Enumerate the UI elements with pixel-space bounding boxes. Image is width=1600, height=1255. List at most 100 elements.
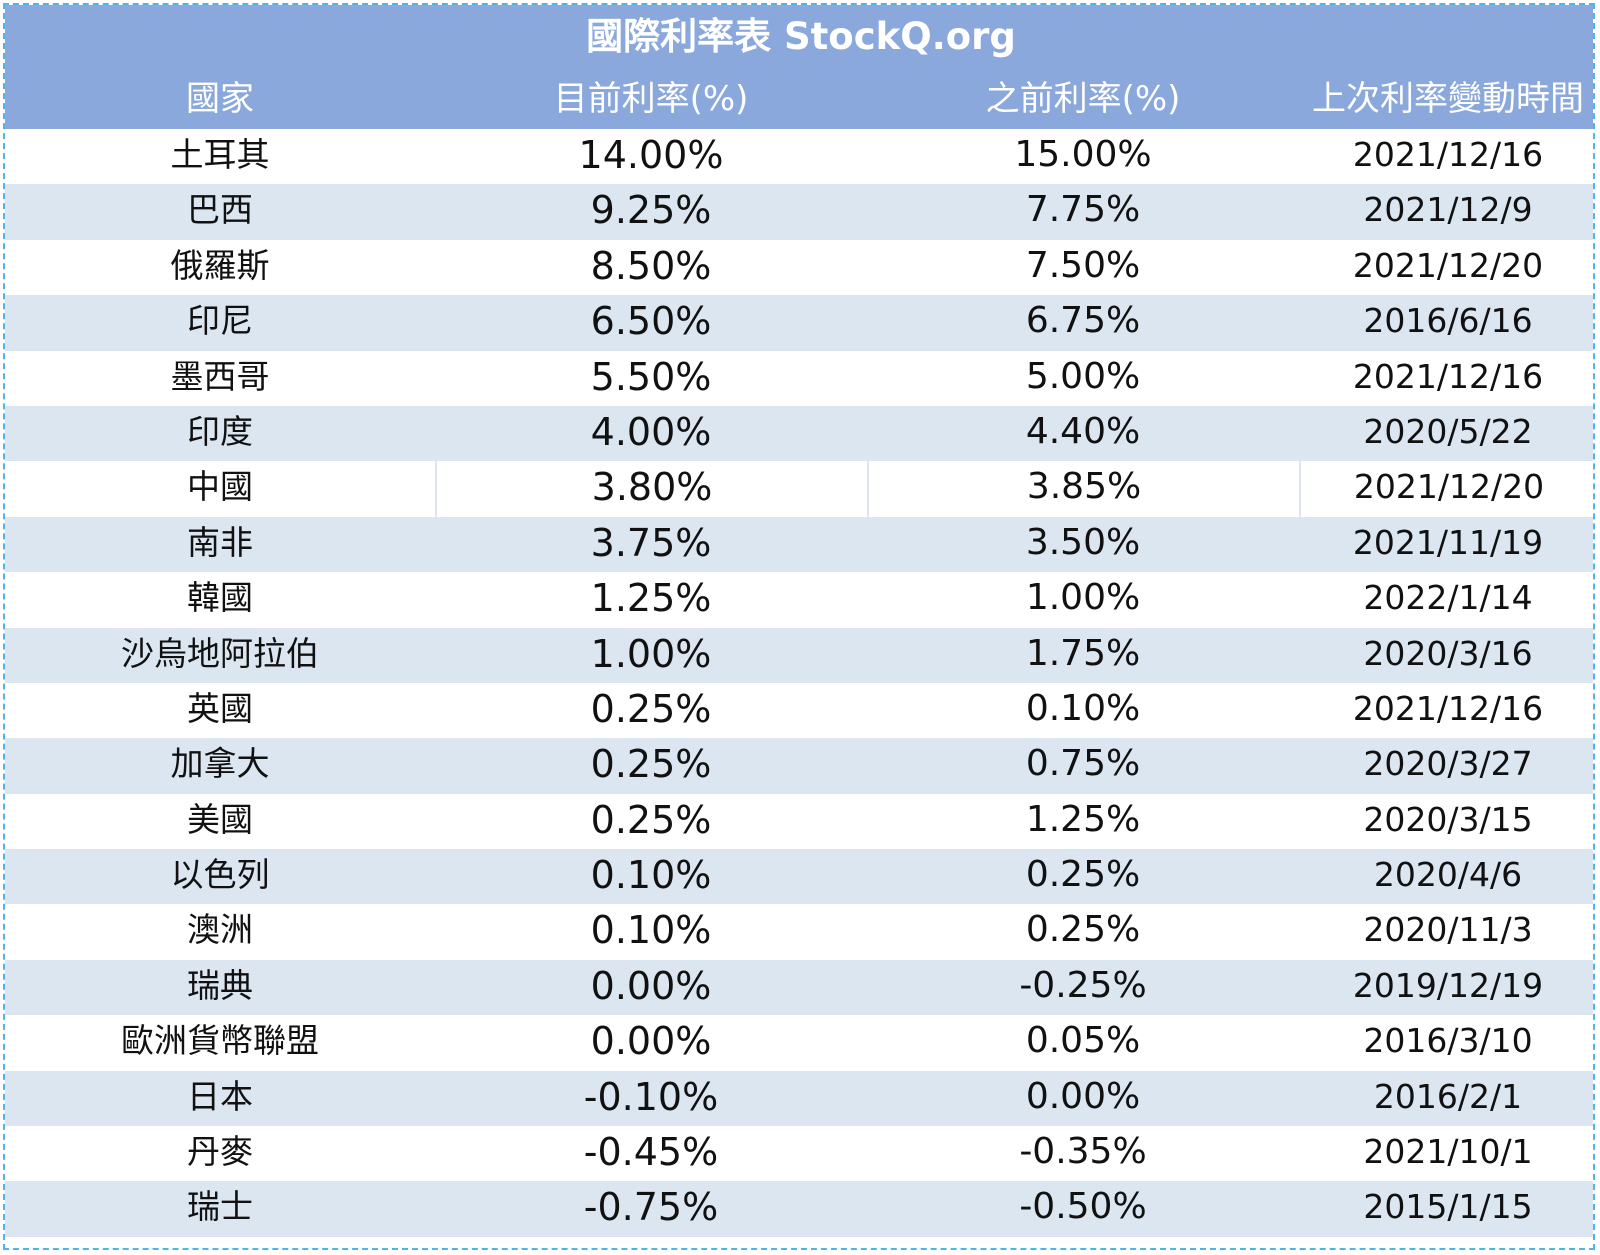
country-cell: 歐洲貨幣聯盟 — [121, 1021, 319, 1061]
last-change-date-cell: 2022/1/14 — [1363, 578, 1533, 618]
last-change-date-cell: 2015/1/15 — [1363, 1187, 1533, 1227]
country-cell: 墨西哥 — [170, 356, 270, 396]
current-rate-cell: 9.25% — [590, 188, 712, 233]
table-row: 丹麥 -0.45% -0.35% 2021/10/1 — [5, 1126, 1593, 1182]
table-body: 土耳其 14.00% 15.00% 2021/12/16 巴西 9.25% 7.… — [5, 129, 1593, 1237]
table-row: 澳洲 0.10% 0.25% 2020/11/3 — [5, 904, 1593, 960]
country-cell: 澳洲 — [187, 910, 253, 950]
table-title: 國際利率表 StockQ.org — [586, 15, 1016, 58]
current-rate-cell: 0.25% — [590, 742, 712, 787]
current-rate-cell: 5.50% — [590, 354, 712, 399]
column-header-country: 國家 — [186, 79, 254, 119]
previous-rate-cell: 0.75% — [1025, 743, 1141, 785]
last-change-date-cell: 2021/12/9 — [1363, 190, 1533, 230]
country-cell: 丹麥 — [187, 1132, 253, 1172]
current-rate-cell: 0.25% — [590, 686, 712, 731]
table-row: 加拿大 0.25% 0.75% 2020/3/27 — [5, 738, 1593, 794]
country-cell: 印度 — [187, 411, 253, 451]
table-row: 日本 -0.10% 0.00% 2016/2/1 — [5, 1070, 1593, 1127]
previous-rate-cell: 0.10% — [1025, 687, 1141, 729]
previous-rate-cell: 1.25% — [1025, 798, 1141, 840]
current-rate-cell: 0.10% — [590, 908, 712, 953]
country-cell: 美國 — [187, 799, 253, 839]
last-change-date-cell: 2019/12/19 — [1352, 965, 1544, 1005]
previous-rate-cell: 1.75% — [1025, 632, 1141, 674]
previous-rate-cell: 5.00% — [1025, 355, 1141, 397]
column-header-last-change-date: 上次利率變動時間 — [1312, 79, 1584, 119]
last-change-date-cell: 2021/12/16 — [1352, 135, 1544, 174]
table-row: 墨西哥 5.50% 5.00% 2021/12/16 — [5, 350, 1593, 406]
country-cell: 瑞士 — [187, 1187, 253, 1227]
country-cell: 俄羅斯 — [170, 245, 270, 285]
last-change-date-cell: 2020/11/3 — [1363, 910, 1533, 950]
current-rate-cell: 3.75% — [590, 520, 712, 565]
previous-rate-cell: 6.75% — [1025, 300, 1141, 342]
table-row: 英國 0.25% 0.10% 2021/12/16 — [5, 682, 1593, 739]
country-cell: 土耳其 — [170, 135, 270, 174]
table-row: 美國 0.25% 1.25% 2020/3/15 — [5, 793, 1593, 850]
table-row: 歐洲貨幣聯盟 0.00% 0.05% 2016/3/10 — [5, 1015, 1593, 1071]
last-change-date-cell: 2020/3/27 — [1363, 744, 1533, 784]
previous-rate-cell: 7.75% — [1025, 189, 1141, 231]
current-rate-cell: 6.50% — [590, 299, 712, 344]
last-change-date-cell: 2021/11/19 — [1352, 522, 1544, 562]
previous-rate-cell: -0.35% — [1019, 1131, 1147, 1173]
country-cell: 瑞典 — [187, 965, 253, 1005]
previous-rate-cell: 4.40% — [1025, 410, 1141, 452]
last-change-date-cell: 2020/5/22 — [1363, 411, 1533, 451]
current-rate-cell: 3.80% — [435, 461, 867, 517]
last-change-date-cell: 2016/6/16 — [1363, 301, 1533, 341]
last-change-date-cell: 2021/12/20 — [1352, 245, 1544, 285]
current-rate-cell: -0.45% — [583, 1130, 719, 1175]
current-rate-cell: 14.00% — [578, 133, 724, 177]
current-rate-cell: 0.00% — [590, 1019, 712, 1064]
table-row: 韓國 1.25% 1.00% 2022/1/14 — [5, 572, 1593, 628]
previous-rate-cell: -0.25% — [1019, 964, 1147, 1006]
country-cell: 日本 — [187, 1076, 253, 1116]
current-rate-cell: 1.25% — [590, 576, 712, 621]
table-row: 沙烏地阿拉伯 1.00% 1.75% 2020/3/16 — [5, 627, 1593, 683]
previous-rate-cell: 15.00% — [1014, 134, 1152, 175]
country-cell: 韓國 — [187, 578, 253, 618]
current-rate-cell: 4.00% — [590, 409, 712, 454]
last-change-date-cell: 2020/4/6 — [1373, 855, 1523, 895]
interest-rate-table: 國際利率表 StockQ.org 國家 目前利率(%) 之前利率(%) 上次利率… — [3, 3, 1595, 1250]
table-row: 中國 3.80% 3.85% 2021/12/20 — [5, 461, 1593, 517]
table-header: 國際利率表 StockQ.org 國家 目前利率(%) 之前利率(%) 上次利率… — [5, 5, 1593, 129]
current-rate-cell: 8.50% — [590, 243, 712, 288]
country-cell: 巴西 — [187, 190, 253, 230]
last-change-date-cell: 2020/3/15 — [1363, 799, 1533, 839]
table-row: 土耳其 14.00% 15.00% 2021/12/16 — [5, 129, 1593, 185]
column-header-current-rate: 目前利率(%) — [553, 79, 749, 119]
current-rate-cell: 0.25% — [590, 797, 712, 842]
table-row: 南非 3.75% 3.50% 2021/11/19 — [5, 516, 1593, 573]
country-cell: 南非 — [187, 522, 253, 562]
table-row: 瑞士 -0.75% -0.50% 2015/1/15 — [5, 1181, 1593, 1237]
last-change-date-cell: 2021/12/16 — [1352, 688, 1544, 728]
previous-rate-cell: 0.25% — [1025, 909, 1141, 951]
current-rate-cell: -0.10% — [583, 1074, 719, 1119]
current-rate-cell: 0.10% — [590, 853, 712, 898]
table-row: 瑞典 0.00% -0.25% 2019/12/19 — [5, 959, 1593, 1016]
current-rate-cell: 0.00% — [590, 963, 712, 1008]
previous-rate-cell: 7.50% — [1025, 244, 1141, 286]
last-change-date-cell: 2016/3/10 — [1363, 1021, 1533, 1061]
table-row: 印度 4.00% 4.40% 2020/5/22 — [5, 405, 1593, 462]
country-cell: 英國 — [187, 688, 253, 728]
previous-rate-cell: 1.00% — [1025, 577, 1141, 619]
previous-rate-cell: 3.50% — [1025, 521, 1141, 563]
current-rate-cell: -0.75% — [583, 1185, 719, 1230]
previous-rate-cell: 0.00% — [1025, 1075, 1141, 1117]
column-header-previous-rate: 之前利率(%) — [985, 79, 1181, 119]
country-cell: 中國 — [187, 467, 253, 507]
last-change-date-cell: 2021/12/20 — [1299, 461, 1593, 517]
country-cell: 加拿大 — [170, 744, 270, 784]
previous-rate-cell: 0.05% — [1025, 1020, 1141, 1062]
last-change-date-cell: 2021/12/16 — [1352, 356, 1544, 396]
country-cell: 沙烏地阿拉伯 — [121, 633, 319, 673]
last-change-date-cell: 2020/3/16 — [1363, 633, 1533, 673]
last-change-date-cell: 2021/10/1 — [1363, 1132, 1533, 1172]
table-row: 俄羅斯 8.50% 7.50% 2021/12/20 — [5, 239, 1593, 296]
table-row: 印尼 6.50% 6.75% 2016/6/16 — [5, 295, 1593, 351]
table-row: 以色列 0.10% 0.25% 2020/4/6 — [5, 849, 1593, 905]
